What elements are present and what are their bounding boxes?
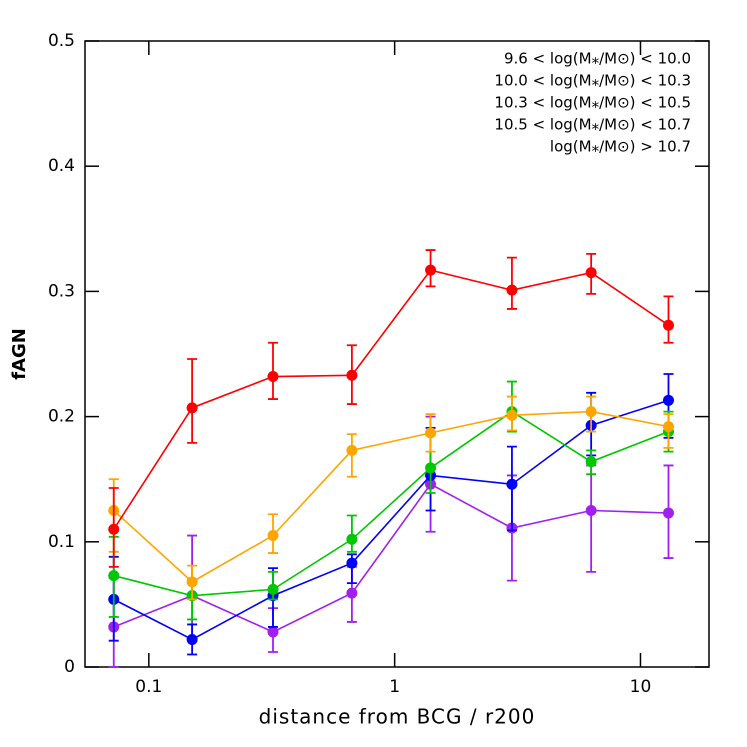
data-point [346,369,358,381]
plot-frame [84,40,710,668]
y-tick-label: 0 [64,657,75,677]
error-bar [268,341,279,400]
data-point [425,264,437,276]
error-bar [506,256,517,310]
y-axis-label: fAGN [9,328,30,380]
legend-entry: 9.6 < log(M⁎/M⊙) < 10.0 [504,50,691,68]
legend-entry: 10.3 < log(M⁎/M⊙) < 10.5 [494,94,691,112]
data-point [267,626,279,638]
legend-entry: 10.0 < log(M⁎/M⊙) < 10.3 [494,72,691,90]
data-point [662,319,674,331]
data-point [425,427,437,439]
data-point [346,533,358,545]
series-line [113,269,669,530]
data-point [662,507,674,519]
legend-entry: 10.5 < log(M⁎/M⊙) < 10.7 [494,116,691,134]
data-point [346,557,358,569]
series-line [113,483,669,633]
data-point [108,570,120,582]
data-point [585,406,597,418]
data-point [506,409,518,421]
data-point [425,462,437,474]
data-point [267,583,279,595]
data-point [346,444,358,456]
data-point [267,530,279,542]
x-tick-label: 10 [630,677,652,697]
data-point [108,523,120,535]
data-point [585,456,597,468]
series-line [113,410,669,597]
data-point [186,576,198,588]
data-point [506,284,518,296]
x-tick-label: 0.1 [135,677,162,697]
y-tick-label: 0.3 [48,281,75,301]
data-point [186,402,198,414]
y-tick-label: 0.5 [48,31,75,51]
x-axis-label: distance from BCG / r200 [259,705,536,729]
data-point [186,633,198,645]
series-line [113,410,669,583]
data-point [585,267,597,279]
error-bar [187,358,198,444]
y-tick-label: 0.1 [48,532,75,552]
data-point [662,394,674,406]
y-tick-label: 0.2 [48,407,75,427]
x-tick-label: 1 [389,677,400,697]
legend-entry: log(M⁎/M⊙) > 10.7 [550,138,691,156]
data-point [267,371,279,383]
data-point [585,505,597,516]
data-point [346,587,358,599]
data-point [662,421,674,433]
error-bar [346,514,357,553]
error-bar [663,295,674,344]
series-line [113,399,669,641]
y-tick-label: 0.4 [48,156,75,176]
data-point [506,478,518,490]
error-bar [586,464,597,573]
